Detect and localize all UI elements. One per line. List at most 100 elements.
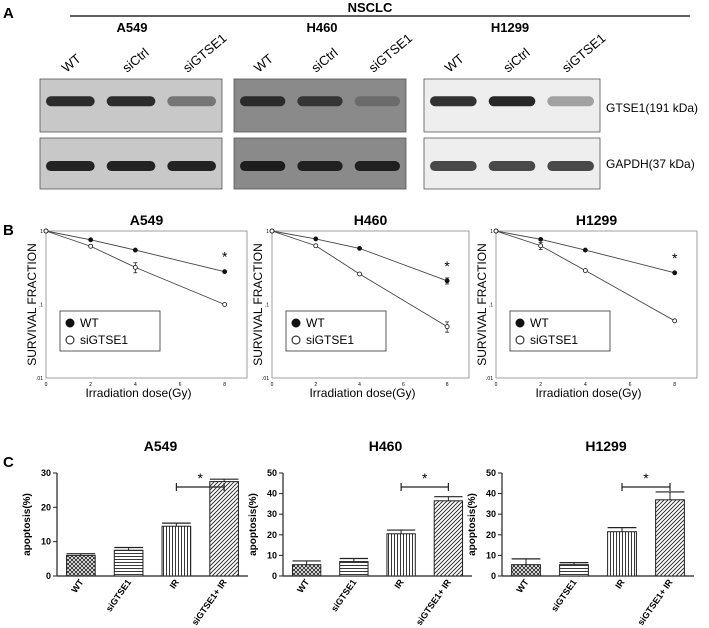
- lane-label: siGTSE1: [559, 30, 608, 75]
- significance-star: *: [672, 250, 678, 266]
- category-label: siGTSE1: [549, 577, 578, 613]
- category-label: siGTSE1: [104, 577, 133, 613]
- category-label: siGTSE1+ IR: [190, 577, 229, 627]
- lane-label: WT: [442, 51, 467, 76]
- band-label-gapdh: GAPDH(37 kDa): [606, 157, 695, 171]
- survival-chart: A549 1 .1 .010 2 4 6 8 SURVIVAL FRACTION Irradiat…: [25, 212, 248, 400]
- y-tick-label: 20: [41, 502, 51, 512]
- legend-label: WT: [530, 316, 549, 330]
- protein-band: [488, 161, 536, 172]
- y-axis-label: SURVIVAL FRACTION: [251, 243, 265, 365]
- category-label: IR: [392, 577, 406, 591]
- category-label: WT: [295, 577, 312, 595]
- x-tick-label: 4: [134, 382, 137, 388]
- x-tick-label: 2: [89, 382, 92, 388]
- bar: [511, 564, 541, 577]
- category-label: siGTSE1+ IR: [636, 577, 675, 627]
- protein-band: [488, 96, 536, 107]
- x-tick-label: 2: [314, 382, 317, 388]
- data-point: [88, 237, 94, 243]
- series-line: [495, 230, 675, 274]
- data-point: [132, 264, 138, 270]
- category-label: WT: [514, 577, 531, 595]
- y-tick-label: 30: [41, 468, 51, 478]
- category-label: WT: [69, 577, 86, 595]
- data-point: [582, 247, 588, 253]
- chart-title: H1299: [585, 438, 626, 454]
- legend-label: siGTSE1: [530, 333, 578, 347]
- y-axis-label: apoptosis(%): [248, 493, 259, 556]
- data-point: [672, 270, 678, 276]
- x-tick-label: 4: [358, 382, 361, 388]
- protein-band: [297, 96, 343, 107]
- panel-a-letter: A: [3, 5, 14, 22]
- apoptosis-chart: H460 0 10 20 30 40 50 apoptosis(%) WT siGTSE1 IR si…: [248, 438, 472, 627]
- x-tick-label: 6: [402, 382, 405, 388]
- chart-title: A549: [144, 438, 178, 454]
- nsclc-group-label: NSCLC: [348, 0, 393, 15]
- series-line: [45, 230, 225, 305]
- y-tick-label: 1: [490, 229, 493, 235]
- bar: [655, 499, 685, 577]
- bar: [386, 533, 416, 577]
- bar: [161, 525, 192, 577]
- category-label: IR: [613, 577, 627, 591]
- apoptosis-chart: A549 0 10 20 30 apoptosis(%) WT siGTSE1 IR siGTSE…: [22, 438, 248, 627]
- y-tick-label: 10: [41, 537, 51, 547]
- y-tick-label: 20: [486, 530, 496, 540]
- protein-band: [46, 96, 95, 107]
- panel-b-letter: B: [3, 222, 14, 239]
- lane-label: siGTSE1: [366, 30, 415, 75]
- x-tick-label: 2: [539, 382, 542, 388]
- y-tick-label: 10: [486, 550, 496, 560]
- x-tick-label: 0: [271, 382, 274, 388]
- legend-marker: [291, 335, 301, 345]
- panel-c: C A549 0 10 20 30 apoptosis(%) WT siGTSE1 IR siGT…: [3, 438, 694, 627]
- apoptosis-bars: A549 0 10 20 30 apoptosis(%) WT siGTSE1 IR siGTSE…: [22, 438, 694, 627]
- y-tick-label: 0: [272, 571, 277, 581]
- lane-label: WT: [251, 51, 276, 76]
- legend-label: WT: [80, 316, 99, 330]
- protein-band: [240, 96, 286, 107]
- y-axis-label: apoptosis(%): [22, 493, 33, 556]
- y-tick-label: 10: [267, 550, 277, 560]
- lane-label: siCtrl: [308, 45, 340, 76]
- significance-star: *: [422, 470, 428, 486]
- protein-band: [354, 161, 400, 172]
- y-axis-label: SURVIVAL FRACTION: [475, 243, 489, 365]
- x-tick-label: 0: [45, 382, 48, 388]
- chart-title: H1299: [576, 212, 617, 228]
- legend-box: [59, 310, 161, 352]
- apoptosis-chart: H1299 0 10 20 30 40 50 apoptosis(%) WT siGTSE1 IR s…: [467, 438, 694, 627]
- significance-star: *: [643, 470, 649, 486]
- y-tick-label: 30: [267, 509, 277, 519]
- x-tick-label: 8: [673, 382, 676, 388]
- y-tick-label: .1: [265, 303, 269, 309]
- panel-c-letter: C: [3, 454, 14, 471]
- chart-title: A549: [130, 212, 164, 228]
- bar: [559, 564, 589, 577]
- protein-band: [430, 161, 477, 172]
- y-tick-label: .01: [262, 376, 269, 382]
- bar: [66, 554, 96, 577]
- chart-title: H460: [354, 212, 388, 228]
- protein-band: [167, 161, 216, 172]
- x-axis-label: Irradiation dose(Gy): [535, 386, 641, 400]
- plot-frame: [495, 230, 698, 379]
- protein-band: [106, 96, 156, 107]
- legend-marker: [515, 335, 525, 345]
- chart-title: H460: [369, 438, 403, 454]
- y-axis-label: SURVIVAL FRACTION: [25, 243, 39, 365]
- cell-line-label: A549: [116, 20, 147, 35]
- y-tick-label: .01: [36, 376, 43, 382]
- legend-label: WT: [306, 316, 325, 330]
- y-tick-label: 40: [486, 489, 496, 499]
- data-point: [538, 243, 544, 249]
- x-tick-label: 8: [446, 382, 449, 388]
- legend-marker: [65, 335, 75, 345]
- bar: [339, 561, 369, 577]
- series-line: [45, 230, 225, 273]
